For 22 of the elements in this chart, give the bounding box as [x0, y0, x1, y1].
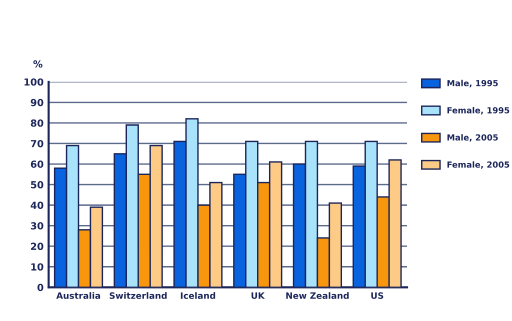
y-tick-label: 50	[31, 181, 44, 188]
y-tick-label: 20	[31, 242, 44, 250]
y-tick-label: 90	[30, 98, 44, 106]
x-tick-label: UK	[252, 292, 265, 299]
y-tick-label: 70	[30, 140, 44, 148]
y-tick-label: 100	[24, 78, 44, 86]
x-tick-label: New Zealand	[286, 292, 349, 299]
x-tick-label: Iceland	[180, 292, 216, 299]
y-axis-title: %	[33, 60, 42, 68]
legend-label: Male, 1995	[447, 80, 498, 88]
legend-label: Male, 2005	[447, 134, 498, 142]
y-tick-label: 0	[37, 284, 44, 292]
legend-label: Female, 1995	[447, 106, 510, 114]
x-tick-label: Switzerland	[110, 292, 167, 299]
x-tick-label: Australia	[56, 292, 100, 299]
y-tick-label: 30	[30, 222, 44, 230]
y-tick-label: 40	[30, 202, 44, 209]
y-tick-label: 80	[30, 119, 44, 127]
y-tick-label: 60	[30, 160, 44, 168]
y-tick-label: 10	[31, 263, 44, 271]
x-tick-label: US	[371, 292, 384, 299]
legend-label: Female, 2005	[447, 161, 510, 169]
